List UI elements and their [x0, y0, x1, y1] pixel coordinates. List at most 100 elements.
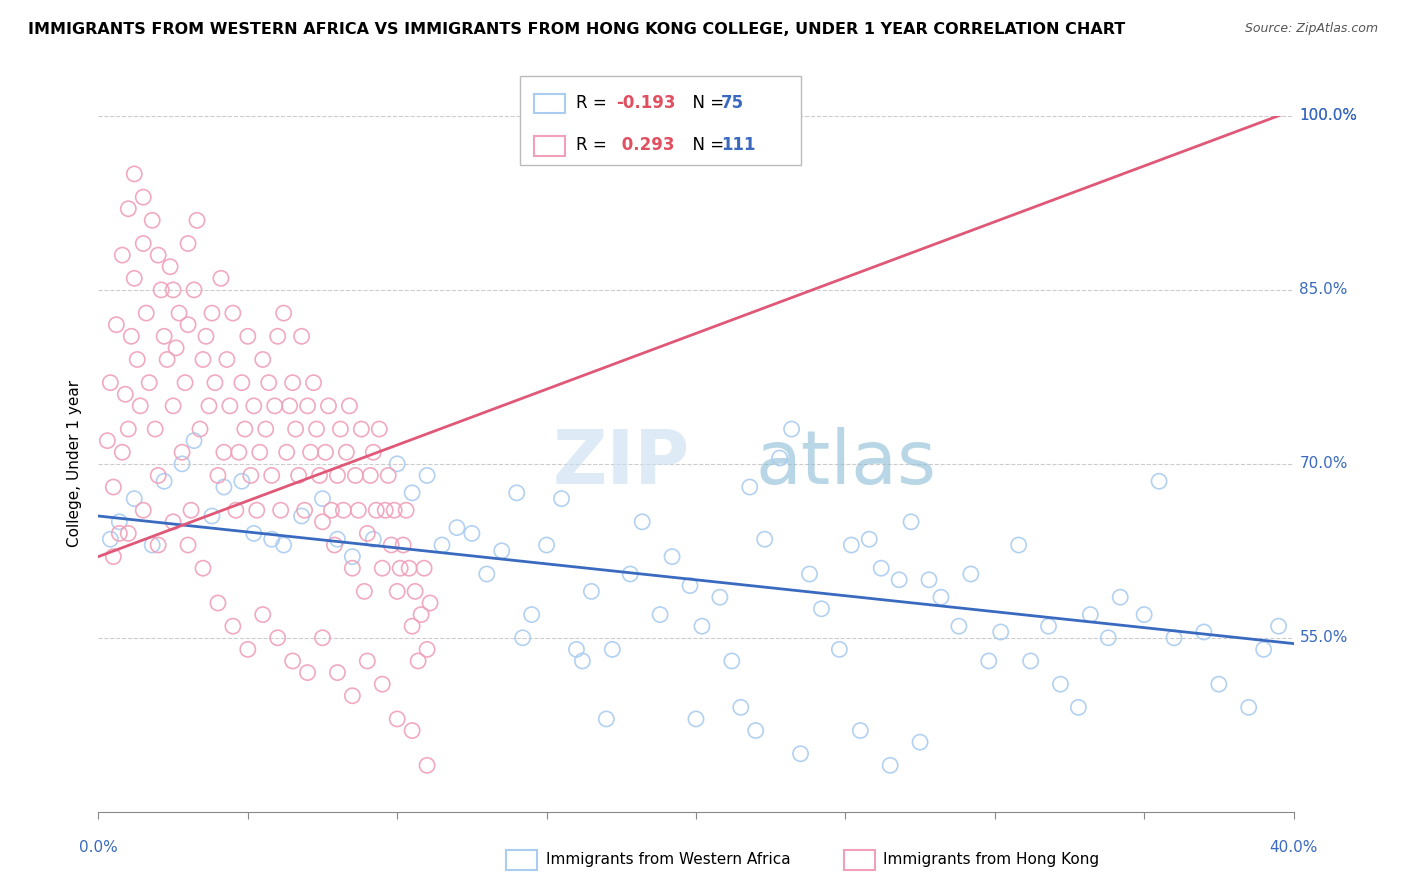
- Text: atlas: atlas: [756, 427, 936, 500]
- Point: [461, 526, 484, 541]
- Point: [138, 376, 160, 390]
- Text: -0.193: -0.193: [616, 94, 675, 112]
- Point: [344, 468, 367, 483]
- Text: 75: 75: [721, 94, 744, 112]
- Text: R =: R =: [576, 136, 613, 154]
- Point: [98, 532, 122, 546]
- Point: [382, 503, 405, 517]
- Point: [491, 543, 513, 558]
- Point: [314, 445, 337, 459]
- Point: [222, 306, 245, 320]
- Point: [321, 503, 343, 517]
- Point: [1038, 619, 1060, 633]
- Point: [1019, 654, 1042, 668]
- Point: [385, 457, 409, 471]
- Point: [709, 591, 731, 605]
- Point: [619, 567, 641, 582]
- Point: [273, 306, 295, 320]
- Point: [419, 596, 441, 610]
- Point: [204, 376, 226, 390]
- Point: [243, 399, 266, 413]
- Point: [398, 561, 420, 575]
- Point: [127, 352, 149, 367]
- Point: [267, 631, 290, 645]
- Text: Source: ZipAtlas.com: Source: ZipAtlas.com: [1244, 22, 1378, 36]
- Text: 100.0%: 100.0%: [1299, 109, 1358, 123]
- Text: 111: 111: [721, 136, 756, 154]
- Point: [889, 573, 911, 587]
- Point: [108, 526, 131, 541]
- Point: [1147, 474, 1170, 488]
- Point: [153, 329, 176, 343]
- Point: [222, 619, 245, 633]
- Point: [290, 329, 312, 343]
- Point: [1067, 700, 1090, 714]
- Point: [799, 567, 821, 582]
- Point: [948, 619, 970, 633]
- Point: [141, 213, 163, 227]
- Point: [98, 376, 122, 390]
- Point: [167, 306, 190, 320]
- Point: [209, 271, 232, 285]
- Point: [380, 538, 402, 552]
- Point: [356, 526, 378, 541]
- Point: [353, 584, 375, 599]
- Point: [108, 515, 131, 529]
- Point: [198, 399, 221, 413]
- Point: [401, 723, 423, 738]
- Point: [416, 468, 439, 483]
- Text: 85.0%: 85.0%: [1299, 283, 1348, 297]
- Point: [406, 654, 429, 668]
- Point: [191, 561, 214, 575]
- Point: [156, 352, 179, 367]
- Point: [565, 642, 588, 657]
- Point: [1192, 624, 1215, 639]
- Point: [1237, 700, 1260, 714]
- Point: [342, 561, 364, 575]
- Point: [648, 607, 672, 622]
- Point: [446, 520, 468, 534]
- Point: [111, 445, 134, 459]
- Point: [929, 591, 952, 605]
- Point: [679, 578, 702, 592]
- Point: [347, 503, 370, 517]
- Point: [754, 532, 776, 546]
- Text: 0.293: 0.293: [616, 136, 675, 154]
- Point: [180, 503, 202, 517]
- Point: [96, 434, 118, 448]
- Point: [332, 503, 354, 517]
- Point: [188, 422, 211, 436]
- Point: [359, 468, 381, 483]
- Point: [103, 480, 125, 494]
- Point: [249, 445, 271, 459]
- Point: [243, 526, 266, 541]
- Point: [520, 607, 543, 622]
- Point: [177, 318, 200, 332]
- Point: [768, 450, 790, 465]
- Point: [219, 399, 242, 413]
- Point: [506, 485, 529, 500]
- Point: [311, 631, 333, 645]
- Point: [581, 584, 603, 599]
- Point: [120, 329, 142, 343]
- Point: [162, 399, 184, 413]
- Point: [278, 399, 301, 413]
- Point: [311, 515, 333, 529]
- Point: [870, 561, 893, 575]
- Text: 55.0%: 55.0%: [1299, 631, 1348, 645]
- Point: [571, 654, 593, 668]
- Point: [103, 549, 125, 564]
- Point: [990, 624, 1012, 639]
- Point: [281, 654, 304, 668]
- Point: [186, 213, 208, 227]
- Point: [401, 485, 423, 500]
- Text: 70.0%: 70.0%: [1299, 457, 1348, 471]
- Point: [745, 723, 768, 738]
- Point: [730, 700, 752, 714]
- Point: [260, 532, 283, 546]
- Point: [159, 260, 181, 274]
- Point: [183, 283, 205, 297]
- Point: [789, 747, 811, 761]
- Point: [430, 538, 453, 552]
- Point: [918, 573, 941, 587]
